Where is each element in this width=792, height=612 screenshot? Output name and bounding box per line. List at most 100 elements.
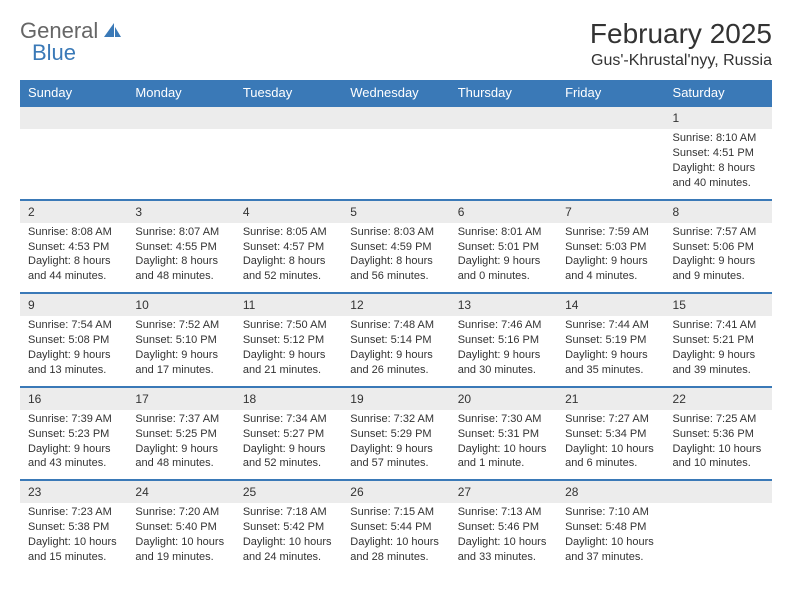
day-detail-text: Sunrise: 7:57 AMSunset: 5:06 PMDaylight:… <box>673 225 764 284</box>
day-number: 23 <box>20 480 127 503</box>
weekday-header: Monday <box>127 80 234 106</box>
day-detail-text: Sunrise: 7:13 AMSunset: 5:46 PMDaylight:… <box>458 505 549 564</box>
day-number: 4 <box>235 200 342 223</box>
day-number <box>342 106 449 129</box>
day-detail: Sunrise: 7:15 AMSunset: 5:44 PMDaylight:… <box>342 503 449 572</box>
day-number: 9 <box>20 293 127 316</box>
day-detail <box>450 129 557 199</box>
day-detail: Sunrise: 7:34 AMSunset: 5:27 PMDaylight:… <box>235 410 342 480</box>
daynum-row: 1 <box>20 106 772 129</box>
day-detail: Sunrise: 7:52 AMSunset: 5:10 PMDaylight:… <box>127 316 234 386</box>
day-detail: Sunrise: 7:23 AMSunset: 5:38 PMDaylight:… <box>20 503 127 572</box>
calendar-body: 1 Sunrise: 8:10 AMSunset: 4:51 PMDayligh… <box>20 106 772 573</box>
day-detail-text: Sunrise: 7:59 AMSunset: 5:03 PMDaylight:… <box>565 225 656 284</box>
title-block: February 2025 Gus'-Khrustal'nyy, Russia <box>590 18 772 70</box>
day-detail-text: Sunrise: 7:34 AMSunset: 5:27 PMDaylight:… <box>243 412 334 471</box>
weekday-header: Tuesday <box>235 80 342 106</box>
day-detail: Sunrise: 7:10 AMSunset: 5:48 PMDaylight:… <box>557 503 664 572</box>
day-detail-text: Sunrise: 7:48 AMSunset: 5:14 PMDaylight:… <box>350 318 441 377</box>
day-detail-text: Sunrise: 8:05 AMSunset: 4:57 PMDaylight:… <box>243 225 334 284</box>
day-number <box>557 106 664 129</box>
day-detail: Sunrise: 8:07 AMSunset: 4:55 PMDaylight:… <box>127 223 234 293</box>
daynum-row: 16 17 18 19 20 21 22 <box>20 387 772 410</box>
day-detail: Sunrise: 7:27 AMSunset: 5:34 PMDaylight:… <box>557 410 664 480</box>
day-detail <box>342 129 449 199</box>
day-detail <box>127 129 234 199</box>
day-detail-text: Sunrise: 7:54 AMSunset: 5:08 PMDaylight:… <box>28 318 119 377</box>
day-number: 24 <box>127 480 234 503</box>
day-detail-text: Sunrise: 8:10 AMSunset: 4:51 PMDaylight:… <box>673 131 764 190</box>
day-number <box>127 106 234 129</box>
day-detail: Sunrise: 7:20 AMSunset: 5:40 PMDaylight:… <box>127 503 234 572</box>
day-number: 12 <box>342 293 449 316</box>
day-detail: Sunrise: 7:32 AMSunset: 5:29 PMDaylight:… <box>342 410 449 480</box>
detail-row: Sunrise: 8:08 AMSunset: 4:53 PMDaylight:… <box>20 223 772 293</box>
calendar-table: Sunday Monday Tuesday Wednesday Thursday… <box>20 80 772 573</box>
month-title: February 2025 <box>590 18 772 50</box>
day-detail: Sunrise: 7:39 AMSunset: 5:23 PMDaylight:… <box>20 410 127 480</box>
day-detail-text: Sunrise: 8:08 AMSunset: 4:53 PMDaylight:… <box>28 225 119 284</box>
day-number: 20 <box>450 387 557 410</box>
day-number: 25 <box>235 480 342 503</box>
day-detail: Sunrise: 7:13 AMSunset: 5:46 PMDaylight:… <box>450 503 557 572</box>
daynum-row: 23 24 25 26 27 28 <box>20 480 772 503</box>
day-detail: Sunrise: 7:44 AMSunset: 5:19 PMDaylight:… <box>557 316 664 386</box>
daynum-row: 9 10 11 12 13 14 15 <box>20 293 772 316</box>
day-detail-text: Sunrise: 7:23 AMSunset: 5:38 PMDaylight:… <box>28 505 119 564</box>
day-number: 6 <box>450 200 557 223</box>
detail-row: Sunrise: 7:23 AMSunset: 5:38 PMDaylight:… <box>20 503 772 572</box>
weekday-header: Wednesday <box>342 80 449 106</box>
day-detail: Sunrise: 7:48 AMSunset: 5:14 PMDaylight:… <box>342 316 449 386</box>
day-number: 16 <box>20 387 127 410</box>
day-number <box>665 480 772 503</box>
day-detail: Sunrise: 8:01 AMSunset: 5:01 PMDaylight:… <box>450 223 557 293</box>
day-detail: Sunrise: 8:10 AMSunset: 4:51 PMDaylight:… <box>665 129 772 199</box>
day-number: 18 <box>235 387 342 410</box>
day-detail-text: Sunrise: 7:25 AMSunset: 5:36 PMDaylight:… <box>673 412 764 471</box>
day-number: 5 <box>342 200 449 223</box>
day-detail: Sunrise: 7:25 AMSunset: 5:36 PMDaylight:… <box>665 410 772 480</box>
header: General February 2025 Gus'-Khrustal'nyy,… <box>20 18 772 70</box>
weekday-header-row: Sunday Monday Tuesday Wednesday Thursday… <box>20 80 772 106</box>
day-detail: Sunrise: 8:03 AMSunset: 4:59 PMDaylight:… <box>342 223 449 293</box>
day-detail-text: Sunrise: 8:03 AMSunset: 4:59 PMDaylight:… <box>350 225 441 284</box>
day-detail: Sunrise: 7:54 AMSunset: 5:08 PMDaylight:… <box>20 316 127 386</box>
day-number <box>235 106 342 129</box>
day-number: 28 <box>557 480 664 503</box>
day-detail: Sunrise: 7:46 AMSunset: 5:16 PMDaylight:… <box>450 316 557 386</box>
day-detail-text: Sunrise: 8:01 AMSunset: 5:01 PMDaylight:… <box>458 225 549 284</box>
day-number: 2 <box>20 200 127 223</box>
day-detail: Sunrise: 7:30 AMSunset: 5:31 PMDaylight:… <box>450 410 557 480</box>
day-number: 3 <box>127 200 234 223</box>
day-number: 22 <box>665 387 772 410</box>
day-detail-text: Sunrise: 7:27 AMSunset: 5:34 PMDaylight:… <box>565 412 656 471</box>
day-detail: Sunrise: 8:05 AMSunset: 4:57 PMDaylight:… <box>235 223 342 293</box>
detail-row: Sunrise: 7:39 AMSunset: 5:23 PMDaylight:… <box>20 410 772 480</box>
day-detail-text: Sunrise: 7:20 AMSunset: 5:40 PMDaylight:… <box>135 505 226 564</box>
day-detail-text: Sunrise: 7:32 AMSunset: 5:29 PMDaylight:… <box>350 412 441 471</box>
weekday-header: Sunday <box>20 80 127 106</box>
day-number: 7 <box>557 200 664 223</box>
weekday-header: Friday <box>557 80 664 106</box>
day-detail-text: Sunrise: 7:50 AMSunset: 5:12 PMDaylight:… <box>243 318 334 377</box>
weekday-header: Thursday <box>450 80 557 106</box>
day-detail <box>665 503 772 572</box>
day-number <box>450 106 557 129</box>
day-number: 19 <box>342 387 449 410</box>
day-detail <box>235 129 342 199</box>
day-detail: Sunrise: 7:57 AMSunset: 5:06 PMDaylight:… <box>665 223 772 293</box>
day-detail: Sunrise: 8:08 AMSunset: 4:53 PMDaylight:… <box>20 223 127 293</box>
day-detail <box>20 129 127 199</box>
day-number: 21 <box>557 387 664 410</box>
day-detail-text: Sunrise: 7:46 AMSunset: 5:16 PMDaylight:… <box>458 318 549 377</box>
day-number: 17 <box>127 387 234 410</box>
logo-sail-icon <box>102 21 122 41</box>
day-number: 11 <box>235 293 342 316</box>
weekday-header: Saturday <box>665 80 772 106</box>
day-number: 13 <box>450 293 557 316</box>
day-number: 27 <box>450 480 557 503</box>
day-number: 1 <box>665 106 772 129</box>
day-detail: Sunrise: 7:50 AMSunset: 5:12 PMDaylight:… <box>235 316 342 386</box>
day-detail-text: Sunrise: 7:18 AMSunset: 5:42 PMDaylight:… <box>243 505 334 564</box>
day-detail-text: Sunrise: 7:52 AMSunset: 5:10 PMDaylight:… <box>135 318 226 377</box>
